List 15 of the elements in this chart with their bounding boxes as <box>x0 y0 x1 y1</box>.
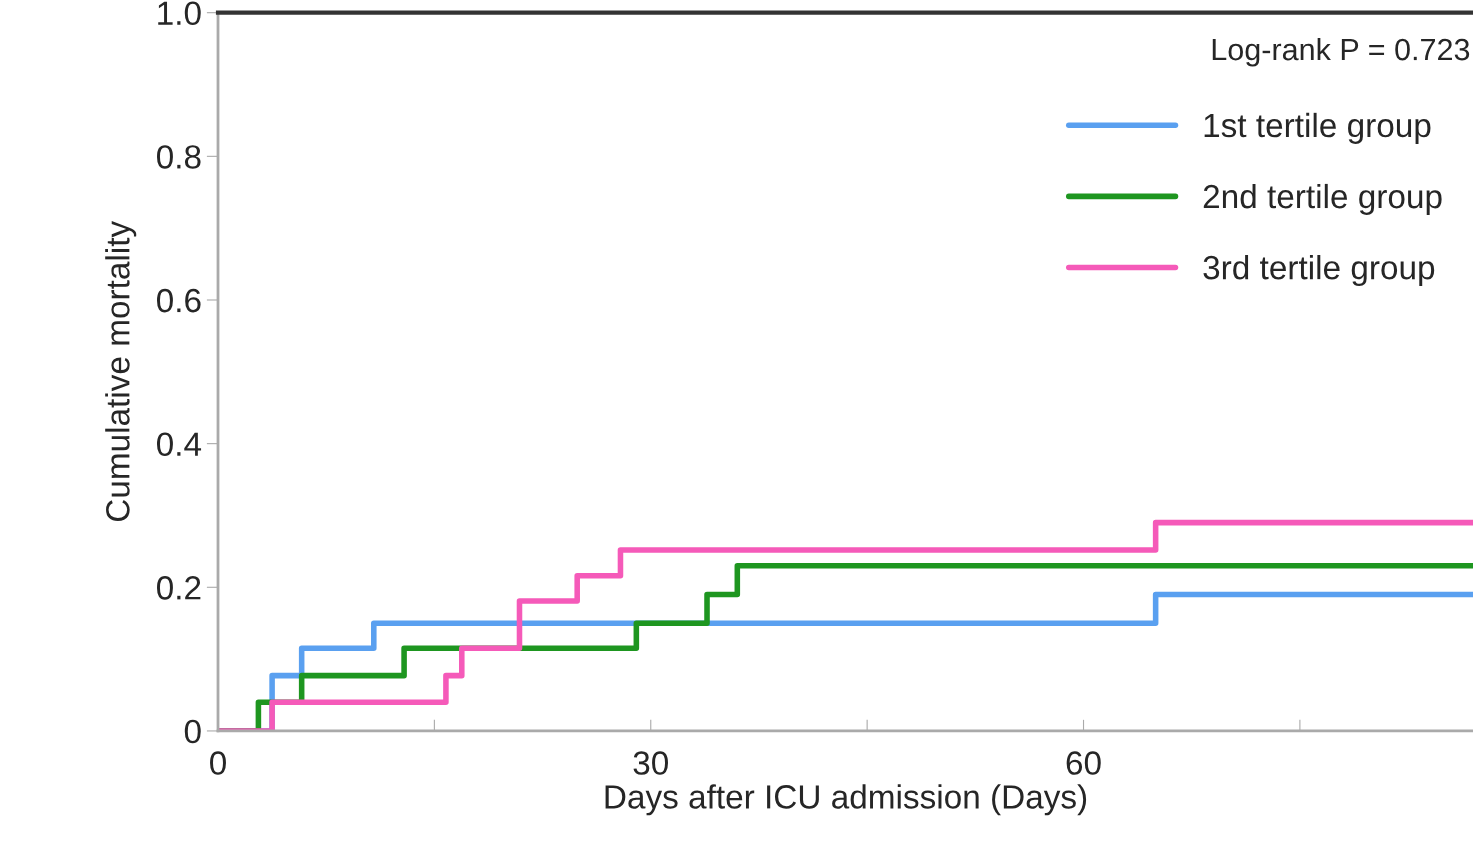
y-tick-label: 0 <box>184 719 201 744</box>
annotation: Log-rank P = 0.723 <box>1212 37 1470 67</box>
legend-label: 3rd tertile group <box>1203 254 1435 287</box>
y-tick-label: 0.6 <box>157 288 201 313</box>
x-tick-label: 0 <box>210 751 226 775</box>
y-tick-label: 0.8 <box>157 145 201 169</box>
y-tick-label: 0.4 <box>157 432 202 457</box>
x-tick-label: 30 <box>633 751 668 775</box>
x-axis-title: Days after ICU admission (Days) <box>605 784 1087 816</box>
y-tick-label: 0.2 <box>157 576 201 600</box>
x-tick-label: 60 <box>1066 751 1101 775</box>
y-axis-title: Cumulative mortality <box>105 220 137 522</box>
legend-label: 2nd tertile group <box>1203 183 1442 215</box>
legend-label: 1st tertile group <box>1204 112 1431 144</box>
y-tick-label: 1.0 <box>158 1 201 26</box>
